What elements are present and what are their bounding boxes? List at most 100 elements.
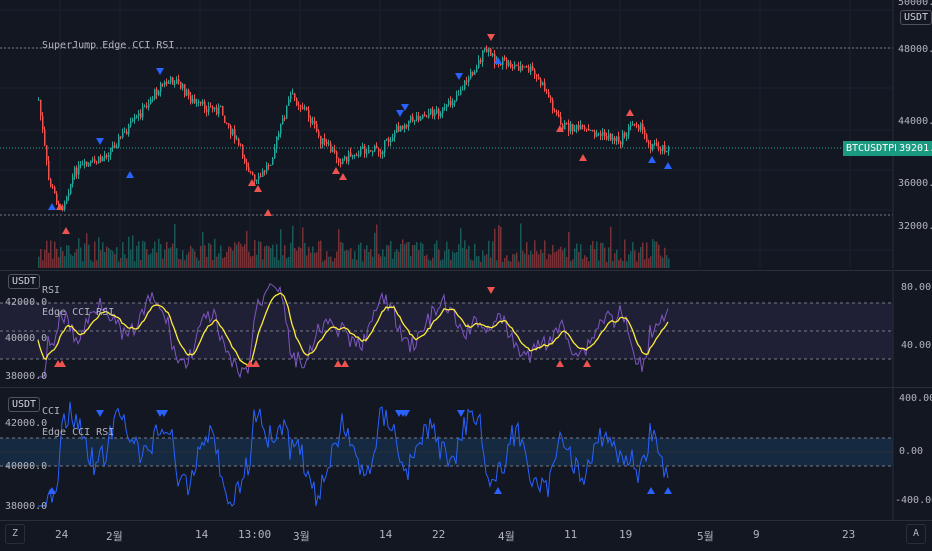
volume-bar (454, 252, 456, 268)
volume-bar (550, 254, 552, 268)
volume-bar (68, 245, 70, 268)
cci-line (38, 401, 669, 507)
volume-bar (534, 240, 536, 268)
volume-bar (360, 242, 362, 268)
candle (506, 59, 508, 66)
volume-bar (346, 250, 348, 268)
rsi-pane[interactable]: RSI Edge CCI RSI USDT 42000.0 40000.0 38… (0, 270, 932, 387)
volume-bar (256, 254, 258, 268)
volume-bar (296, 250, 298, 268)
price-scale[interactable]: 50000.0 48000.0 44000.0 36000.0 32000.0 (893, 0, 932, 268)
volume-bar (302, 227, 304, 268)
volume-bar (116, 247, 118, 268)
volume-bar (406, 242, 408, 268)
candle (230, 125, 232, 135)
zoom-button[interactable]: Z (5, 524, 25, 544)
volume-bar (252, 255, 254, 268)
rsi-sell-arrow (252, 360, 260, 367)
cci-buy-arrow (647, 487, 655, 494)
volume-bar (504, 257, 506, 268)
volume-bar (554, 252, 556, 268)
volume-bar (402, 239, 404, 268)
volume-bar (328, 256, 330, 268)
candle (394, 132, 396, 138)
candle (578, 125, 580, 130)
cci-buy-arrow (160, 410, 168, 417)
candle (408, 120, 410, 127)
volume-bar (518, 261, 520, 268)
candle (122, 132, 124, 138)
candle (140, 113, 142, 118)
candle (172, 77, 174, 85)
cci-chart[interactable] (0, 388, 932, 521)
volume-bar (62, 251, 64, 268)
volume-bar (126, 258, 128, 268)
candle (48, 160, 50, 180)
volume-bar (400, 243, 402, 268)
price-pane[interactable]: SuperJump Edge CCI RSI USDT BTCUSDTPERP … (0, 0, 932, 268)
rsi-currency-button[interactable]: USDT (8, 274, 41, 289)
rsi-chart[interactable] (0, 271, 932, 387)
rsi-sell-arrow (583, 360, 591, 367)
time-axis[interactable] (0, 520, 932, 551)
volume-bar (342, 242, 344, 268)
candle (478, 59, 480, 68)
candle (428, 113, 430, 118)
rsi-title: RSI (42, 285, 61, 296)
volume-bar (612, 261, 614, 268)
volume-bar (362, 261, 364, 268)
candle (82, 164, 84, 166)
candle (322, 138, 324, 145)
volume-bars (38, 223, 670, 268)
volume-bar (244, 244, 246, 268)
volume-bar (136, 245, 138, 268)
volume-bar (358, 244, 360, 268)
volume-bar (374, 232, 376, 268)
volume-bar (122, 242, 124, 268)
cci-currency-button[interactable]: USDT (8, 397, 41, 412)
candle (364, 146, 366, 154)
volume-bar (480, 261, 482, 268)
cci-right-tick: 0.00 (899, 446, 924, 457)
volume-bar (124, 254, 126, 268)
volume-bar (484, 255, 486, 268)
candle (608, 133, 610, 140)
volume-bar (416, 242, 418, 268)
candle (142, 106, 144, 118)
candle (592, 130, 594, 132)
volume-bar (322, 261, 324, 268)
volume-bar (586, 256, 588, 268)
candle (314, 120, 316, 124)
candle (126, 131, 128, 135)
sell-signal-arrow (254, 185, 262, 192)
candle (636, 124, 638, 126)
volume-bar (42, 260, 44, 268)
candle (552, 100, 554, 111)
volume-bar (476, 256, 478, 268)
currency-button[interactable]: USDT (900, 10, 932, 25)
candle (658, 146, 660, 149)
candle (400, 125, 402, 132)
volume-bar (574, 248, 576, 268)
volume-bar (418, 250, 420, 268)
volume-bar (394, 251, 396, 268)
volume-bar (592, 240, 594, 268)
candle (342, 159, 344, 164)
candle (358, 154, 360, 156)
volume-bar (366, 245, 368, 268)
candle (666, 151, 668, 153)
candle (396, 125, 398, 133)
volume-bar (148, 254, 150, 268)
volume-bar (210, 244, 212, 268)
cci-pane[interactable]: CCI Edge CCI RSI USDT 42000.0 40000.0 38… (0, 387, 932, 521)
auto-scale-button[interactable]: A (906, 524, 926, 544)
candle (72, 176, 74, 184)
volume-bar (198, 260, 200, 268)
volume-bar (642, 242, 644, 268)
volume-bar (422, 243, 424, 268)
volume-bar (184, 260, 186, 268)
candle (624, 132, 626, 137)
price-chart[interactable] (0, 0, 932, 268)
candle (306, 107, 308, 110)
volume-bar (278, 259, 280, 268)
